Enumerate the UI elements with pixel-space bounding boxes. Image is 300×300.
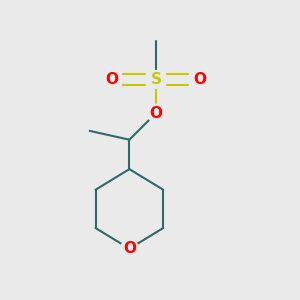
Text: O: O — [194, 72, 207, 87]
Circle shape — [103, 70, 121, 88]
Text: O: O — [149, 106, 162, 121]
Circle shape — [121, 240, 138, 257]
Circle shape — [147, 70, 165, 88]
Text: O: O — [105, 72, 118, 87]
Text: O: O — [123, 241, 136, 256]
Text: S: S — [150, 72, 161, 87]
Circle shape — [191, 70, 209, 88]
Circle shape — [147, 104, 165, 122]
